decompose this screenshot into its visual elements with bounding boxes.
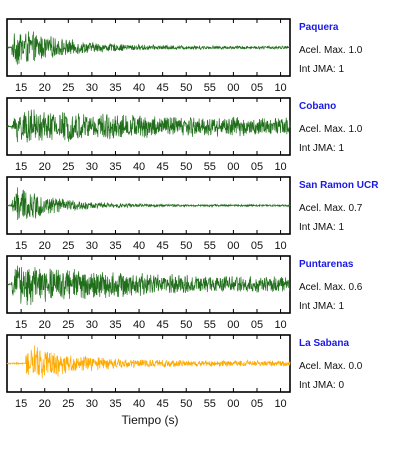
- x-tick-label: 05: [251, 240, 263, 252]
- x-tick-label: 20: [39, 161, 51, 173]
- station-name: Puntarenas: [299, 259, 354, 270]
- x-tick-label: 00: [227, 319, 239, 331]
- x-tick-label: 55: [204, 319, 216, 331]
- x-tick-label: 10: [274, 161, 286, 173]
- x-tick-label: 35: [109, 161, 121, 173]
- x-tick-label: 45: [157, 319, 169, 331]
- station-panel: 15 20 25 30 35 40 45 50 55 00 05 10: [6, 18, 291, 94]
- x-tick-label: 10: [274, 82, 286, 94]
- station-name: Cobano: [299, 101, 337, 112]
- x-tick-label: 50: [180, 319, 192, 331]
- x-tick-label: 45: [157, 161, 169, 173]
- x-tick-label: 55: [204, 398, 216, 410]
- x-tick-label: 15: [15, 82, 27, 94]
- x-tick-label: 55: [204, 161, 216, 173]
- x-tick-label: 00: [227, 240, 239, 252]
- x-tick-label: 10: [274, 319, 286, 331]
- waveform-trace: [6, 187, 291, 221]
- station-panel: 15 20 25 30 35 40 45 50 55 00 05 10: [6, 176, 291, 252]
- x-tick-label: 15: [15, 161, 27, 173]
- x-tick-label: 20: [39, 82, 51, 94]
- station-panel: 15 20 25 30 35 40 45 50 55 00 05 10: [6, 97, 291, 173]
- x-tick-label: 05: [251, 82, 263, 94]
- station-panel: 15 20 25 30 35 40 45 50 55 00 05 10: [6, 255, 291, 331]
- accel-max-label: Acel. Max. 1.0: [299, 45, 363, 56]
- x-tick-label: 15: [15, 240, 27, 252]
- accel-max-label: Acel. Max. 1.0: [299, 124, 363, 135]
- x-tick-label: 05: [251, 319, 263, 331]
- x-tick-label: 55: [204, 240, 216, 252]
- station-name: La Sabana: [299, 338, 350, 349]
- x-tick-label: 35: [109, 319, 121, 331]
- x-tick-label: 40: [133, 398, 145, 410]
- waveform-trace: [6, 265, 291, 306]
- x-tick-label: 25: [62, 161, 74, 173]
- x-tick-label: 10: [274, 240, 286, 252]
- x-tick-label: 35: [109, 398, 121, 410]
- x-tick-label: 25: [62, 398, 74, 410]
- x-tick-label: 50: [180, 82, 192, 94]
- x-tick-label: 00: [227, 82, 239, 94]
- x-tick-label: 00: [227, 398, 239, 410]
- accel-max-label: Acel. Max. 0.6: [299, 282, 363, 293]
- x-tick-label: 40: [133, 161, 145, 173]
- x-axis-title: Tiempo (s): [121, 413, 179, 427]
- x-tick-label: 45: [157, 82, 169, 94]
- x-tick-label: 15: [15, 398, 27, 410]
- x-tick-label: 20: [39, 240, 51, 252]
- x-tick-label: 35: [109, 82, 121, 94]
- x-tick-label: 05: [251, 161, 263, 173]
- x-tick-label: 30: [86, 82, 98, 94]
- x-tick-label: 40: [133, 82, 145, 94]
- x-tick-label: 10: [274, 398, 286, 410]
- int-jma-label: Int JMA: 1: [299, 143, 345, 154]
- x-tick-label: 15: [15, 319, 27, 331]
- x-tick-label: 20: [39, 319, 51, 331]
- waveform-trace: [6, 109, 291, 143]
- waveform-trace: [6, 345, 291, 379]
- x-tick-label: 25: [62, 240, 74, 252]
- x-tick-label: 35: [109, 240, 121, 252]
- x-tick-label: 30: [86, 319, 98, 331]
- int-jma-label: Int JMA: 1: [299, 301, 345, 312]
- accel-max-label: Acel. Max. 0.0: [299, 361, 363, 372]
- x-tick-label: 40: [133, 240, 145, 252]
- int-jma-label: Int JMA: 1: [299, 222, 345, 233]
- station-name: San Ramon UCR: [299, 180, 379, 191]
- station-name: Paquera: [299, 22, 339, 33]
- x-tick-label: 50: [180, 240, 192, 252]
- x-tick-label: 30: [86, 398, 98, 410]
- accel-max-label: Acel. Max. 0.7: [299, 203, 363, 214]
- x-tick-label: 45: [157, 240, 169, 252]
- station-panel: 15 20 25 30 35 40 45 50 55 00 05 10: [6, 334, 291, 410]
- x-tick-label: 00: [227, 161, 239, 173]
- x-tick-label: 55: [204, 82, 216, 94]
- x-tick-label: 30: [86, 161, 98, 173]
- x-tick-label: 05: [251, 398, 263, 410]
- x-tick-label: 50: [180, 161, 192, 173]
- x-tick-label: 20: [39, 398, 51, 410]
- x-tick-label: 25: [62, 319, 74, 331]
- x-tick-label: 50: [180, 398, 192, 410]
- panel-frame: [6, 18, 291, 77]
- x-tick-label: 45: [157, 398, 169, 410]
- x-tick-label: 30: [86, 240, 98, 252]
- waveform-trace: [6, 31, 291, 65]
- x-tick-label: 40: [133, 319, 145, 331]
- x-tick-label: 25: [62, 82, 74, 94]
- int-jma-label: Int JMA: 1: [299, 64, 345, 75]
- int-jma-label: Int JMA: 0: [299, 380, 345, 391]
